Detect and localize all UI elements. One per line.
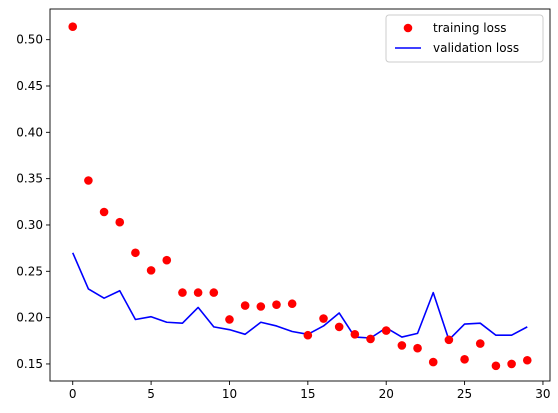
- x-tick-label: 25: [457, 387, 472, 401]
- training-loss-point: [272, 300, 281, 309]
- y-tick-label: 0.25: [16, 264, 43, 278]
- training-loss-point: [178, 288, 187, 297]
- training-loss-point: [68, 22, 78, 32]
- x-tick-label: 10: [222, 387, 237, 401]
- training-loss-point: [366, 334, 375, 344]
- training-loss-point: [146, 266, 156, 275]
- x-tick-label: 5: [147, 387, 155, 401]
- training-loss-point: [303, 330, 313, 340]
- y-tick-label: 0.50: [16, 33, 43, 47]
- training-loss-point: [225, 315, 234, 324]
- training-loss-point: [162, 255, 172, 265]
- training-loss-point: [193, 288, 203, 297]
- axes: 0 5 10 15 20 25 30 0.15 0.20 0.25 0.30 0.35 0.40 0.45…: [16, 8, 551, 401]
- training-loss-point: [115, 217, 125, 227]
- training-loss-point: [381, 326, 391, 335]
- training-loss-point: [84, 176, 93, 185]
- training-loss-point: [240, 301, 250, 310]
- legend: training loss validation loss: [385, 14, 544, 63]
- training-loss-point: [444, 335, 454, 345]
- training-loss-legend-marker: [403, 23, 413, 33]
- y-tick-label: 0.45: [16, 79, 43, 93]
- training-loss-point: [522, 355, 532, 365]
- training-loss-point: [350, 330, 360, 339]
- x-tick-label: 30: [535, 387, 550, 401]
- training-loss-point: [334, 322, 344, 332]
- y-tick-label: 0.20: [16, 311, 43, 325]
- training-loss-point: [131, 248, 140, 258]
- y-tick-label: 0.35: [16, 172, 43, 186]
- validation-loss-legend-label: validation loss: [433, 41, 519, 55]
- training-loss-point: [397, 341, 407, 350]
- training-loss-point: [319, 314, 328, 323]
- training-loss-point: [413, 343, 422, 353]
- training-loss-point: [475, 339, 485, 348]
- validation-loss-line: [71, 252, 528, 341]
- training-loss-point: [428, 357, 438, 367]
- training-loss-point: [460, 355, 469, 364]
- training-loss-point: [256, 302, 266, 311]
- x-tick-label: 20: [379, 387, 394, 401]
- training-loss-point: [287, 299, 297, 309]
- training-loss-point: [99, 207, 109, 217]
- legend-box: [385, 14, 544, 63]
- y-tick-label: 0.40: [16, 125, 43, 139]
- training-loss-legend-label: training loss: [433, 21, 506, 35]
- x-tick-label: 15: [300, 387, 315, 401]
- plot-area: [68, 22, 532, 371]
- x-tick-label: 0: [69, 387, 77, 401]
- training-loss-point: [209, 288, 219, 297]
- training-loss-point: [507, 359, 516, 369]
- axes-frame: [49, 8, 551, 382]
- y-tick-label: 0.15: [16, 357, 43, 371]
- training-loss-point: [491, 361, 501, 371]
- y-tick-label: 0.30: [16, 218, 43, 232]
